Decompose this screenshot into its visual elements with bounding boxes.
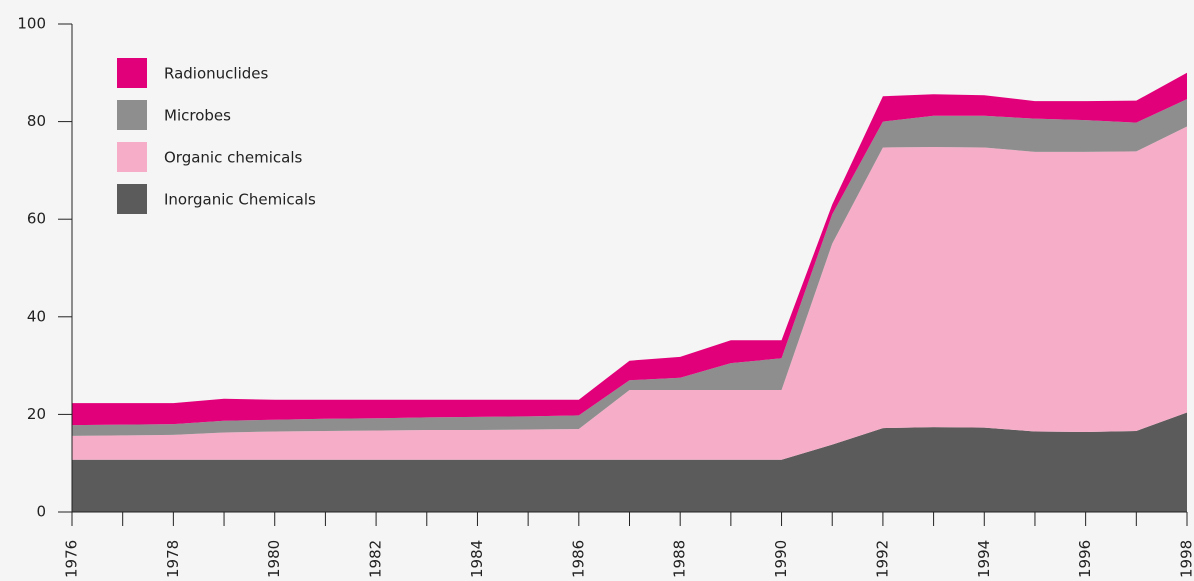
y-tick-label: 20 bbox=[27, 405, 46, 423]
x-tick-label: 1990 bbox=[772, 540, 790, 578]
x-tick-label: 1978 bbox=[164, 540, 182, 578]
x-tick-label: 1994 bbox=[975, 540, 993, 578]
x-tick-label: 1992 bbox=[873, 540, 891, 578]
legend-label: Organic chemicals bbox=[164, 149, 302, 167]
legend-swatch bbox=[117, 100, 147, 130]
y-tick-label: 80 bbox=[27, 112, 46, 130]
x-tick-label: 1976 bbox=[63, 540, 81, 578]
legend-label: Microbes bbox=[164, 107, 231, 125]
x-tick-label: 1996 bbox=[1076, 540, 1094, 578]
legend-swatch bbox=[117, 184, 147, 214]
y-tick-label: 100 bbox=[17, 15, 46, 33]
area bbox=[72, 126, 1187, 460]
area bbox=[72, 72, 1187, 426]
legend-swatch bbox=[117, 142, 147, 172]
y-tick-label: 60 bbox=[27, 210, 46, 228]
y-tick-label: 40 bbox=[27, 307, 46, 325]
x-tick-label: 1998 bbox=[1178, 540, 1194, 578]
x-tick-label: 1982 bbox=[367, 540, 385, 578]
x-tick-label: 1980 bbox=[265, 540, 283, 578]
legend-label: Inorganic Chemicals bbox=[164, 191, 316, 209]
x-tick-label: 1986 bbox=[569, 540, 587, 578]
area bbox=[72, 99, 1187, 436]
x-tick-label: 1984 bbox=[468, 540, 486, 578]
legend-swatch bbox=[117, 58, 147, 88]
y-tick-label: 0 bbox=[36, 503, 46, 521]
x-tick-label: 1988 bbox=[671, 540, 689, 578]
legend-label: Radionuclides bbox=[164, 65, 268, 83]
area bbox=[72, 412, 1187, 512]
